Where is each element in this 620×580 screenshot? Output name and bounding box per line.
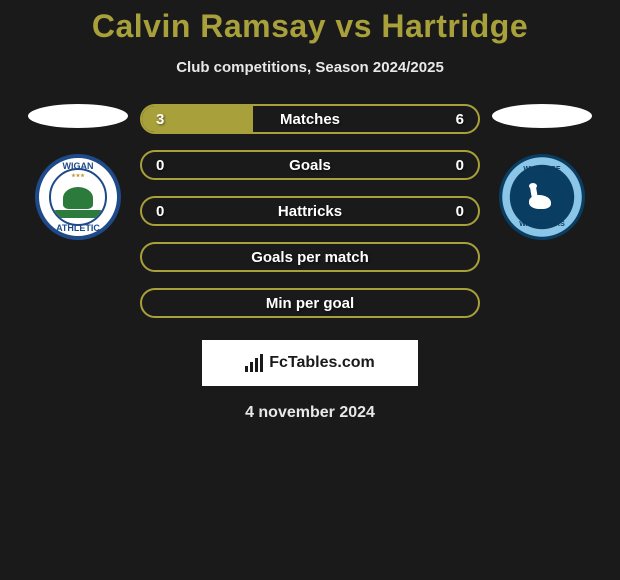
stat-right-value: 0: [456, 157, 464, 174]
stat-bar-hattricks: 0 Hattricks 0: [140, 196, 480, 226]
player-right-silhouette: [492, 104, 592, 128]
crest-tree-icon: [63, 187, 93, 209]
crest-text-bottom: WANDERERS: [519, 221, 565, 228]
stat-right-value: 6: [456, 111, 464, 128]
bar-chart-icon: [245, 354, 263, 372]
stat-left-value: 3: [156, 111, 164, 128]
stat-left-value: 0: [156, 157, 164, 174]
club-crest-wycombe: WYCOMBE WANDERERS: [499, 154, 585, 240]
player-right-column: WYCOMBE WANDERERS: [492, 104, 592, 240]
comparison-card: Calvin Ramsay vs Hartridge Club competit…: [0, 0, 620, 422]
stat-bar-matches: 3 Matches 6: [140, 104, 480, 134]
stat-label: Min per goal: [266, 295, 354, 312]
crest-text-bottom: ATHLETIC: [56, 223, 100, 233]
stat-right-value: 0: [456, 203, 464, 220]
stats-column: 3 Matches 6 0 Goals 0 0 Hattricks 0 Goal…: [140, 104, 480, 318]
stat-label: Goals: [289, 157, 331, 174]
swan-icon: [527, 185, 557, 209]
date-text: 4 november 2024: [0, 404, 620, 422]
crest-inner: [517, 172, 567, 222]
watermark-text: FcTables.com: [269, 354, 375, 372]
watermark: FcTables.com: [202, 340, 418, 386]
crest-stars-icon: ★★★: [71, 173, 84, 179]
subtitle: Club competitions, Season 2024/2025: [0, 59, 620, 76]
stat-bar-goals: 0 Goals 0: [140, 150, 480, 180]
page-title: Calvin Ramsay vs Hartridge: [0, 8, 620, 45]
crest-inner: ★★★: [49, 168, 107, 226]
player-left-column: WIGAN ★★★ ATHLETIC: [28, 104, 128, 240]
club-crest-wigan: WIGAN ★★★ ATHLETIC: [35, 154, 121, 240]
stat-label: Hattricks: [278, 203, 342, 220]
stat-label: Matches: [280, 111, 340, 128]
crest-grass-icon: [53, 210, 103, 218]
stat-left-value: 0: [156, 203, 164, 220]
stat-bar-min-per-goal: Min per goal: [140, 288, 480, 318]
player-left-silhouette: [28, 104, 128, 128]
stat-bar-goals-per-match: Goals per match: [140, 242, 480, 272]
main-row: WIGAN ★★★ ATHLETIC 3 Matches 6 0 Goals: [0, 104, 620, 318]
stat-label: Goals per match: [251, 249, 369, 266]
